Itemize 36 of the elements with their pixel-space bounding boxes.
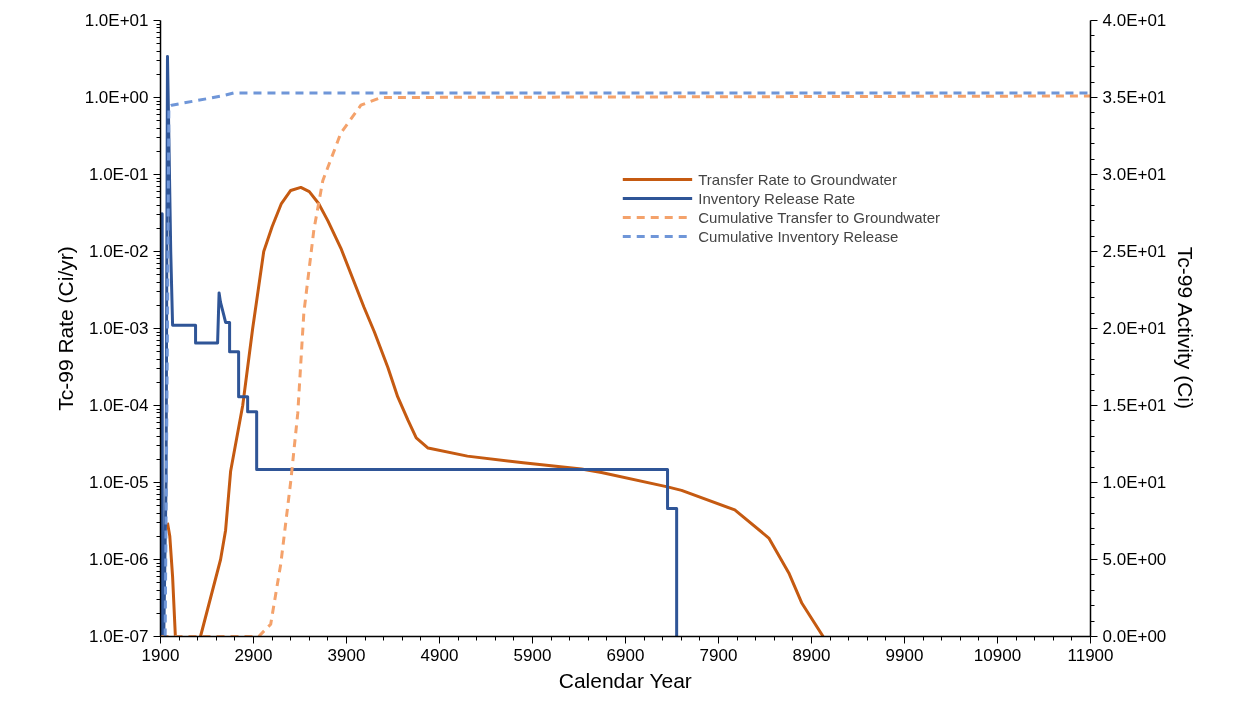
x-tick-label: 1900 — [141, 645, 180, 665]
y2-tick-label: 3.0E+01 — [1102, 165, 1167, 184]
y-tick-label: 1.0E-03 — [88, 319, 149, 338]
y2-tick-label: 2.5E+01 — [1102, 242, 1167, 261]
y2-tick-label: 4.0E+01 — [1102, 11, 1167, 30]
y-tick-label: 1.0E-07 — [88, 627, 149, 646]
legend-label: Inventory Release Rate — [698, 189, 855, 207]
legend-label: Transfer Rate to Groundwater — [698, 170, 897, 188]
x-tick-label: 5900 — [513, 645, 552, 665]
y2-tick-label: 2.0E+01 — [1102, 319, 1167, 338]
x-tick-label: 6900 — [606, 645, 645, 665]
y-tick-label: 1.0E-06 — [88, 550, 149, 569]
y2-tick-label: 0.0E+00 — [1102, 627, 1167, 646]
y2-axis-title: Tc-99 Activity (Ci) — [1174, 246, 1198, 410]
x-tick-label: 10900 — [973, 645, 1022, 665]
y-tick-label: 1.0E-04 — [88, 396, 149, 415]
x-tick-label: 3900 — [327, 645, 366, 665]
y-axis-title: Tc-99 Rate (Ci/yr) — [53, 246, 77, 411]
x-tick-label: 4900 — [420, 645, 459, 665]
y-tick-label: 1.0E-02 — [88, 242, 149, 261]
x-tick-label: 9900 — [885, 645, 924, 665]
y2-tick-label: 1.0E+01 — [1102, 473, 1167, 492]
x-axis-title: Calendar Year — [558, 668, 692, 692]
y2-tick-label: 3.5E+01 — [1102, 88, 1167, 107]
x-tick-label: 7900 — [699, 645, 738, 665]
y-tick-label: 1.0E+01 — [84, 11, 149, 30]
legend-label: Cumulative Transfer to Groundwater — [698, 208, 940, 226]
y2-tick-label: 1.5E+01 — [1102, 396, 1167, 415]
y-tick-label: 1.0E+00 — [84, 88, 149, 107]
x-tick-label: 8900 — [792, 645, 831, 665]
y-tick-label: 1.0E-01 — [88, 165, 149, 184]
y2-tick-label: 5.0E+00 — [1102, 550, 1167, 569]
x-tick-label: 11900 — [1067, 645, 1114, 665]
y-tick-label: 1.0E-05 — [88, 473, 149, 492]
legend-label: Cumulative Inventory Release — [698, 227, 899, 245]
x-tick-label: 2900 — [234, 645, 273, 665]
